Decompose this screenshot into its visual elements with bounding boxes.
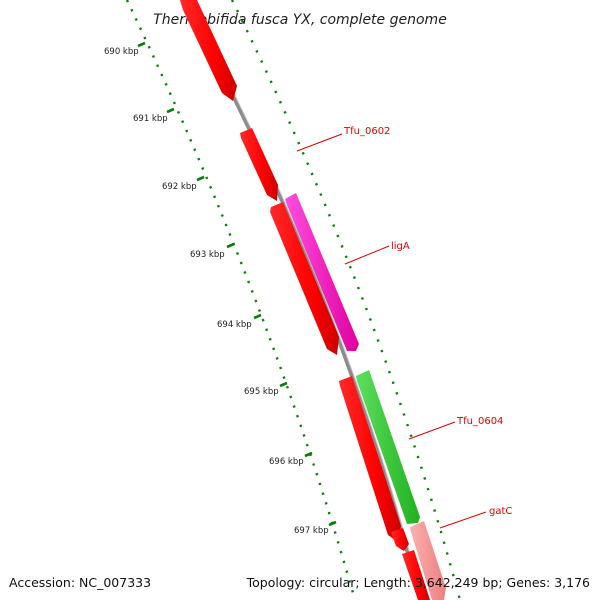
Tfu_0604-leader-line xyxy=(408,421,456,440)
Tfu_0602-leader-line xyxy=(296,133,343,152)
inner-dotted-track xyxy=(125,0,357,600)
gene-label-Tfu_0604[interactable]: Tfu_0604 xyxy=(456,416,503,427)
tick-label: 694 kbp xyxy=(217,320,252,330)
tick-mark xyxy=(137,41,146,48)
tick-mark xyxy=(166,107,175,114)
tick-mark xyxy=(304,451,313,458)
tick-label: 693 kbp xyxy=(190,250,225,260)
tick-mark xyxy=(279,381,288,388)
tick-mark xyxy=(196,175,205,182)
gene-arrow[interactable] xyxy=(402,550,430,600)
gene-arrow[interactable] xyxy=(339,376,401,542)
tick-label: 690 kbp xyxy=(104,47,139,57)
gene-label-ligA[interactable]: ligA xyxy=(391,241,410,252)
tick-mark xyxy=(253,313,262,320)
gene-label-gatC[interactable]: gatC xyxy=(489,506,512,517)
gene-arrow[interactable] xyxy=(180,0,237,101)
gatC-leader-line xyxy=(439,511,487,529)
tick-mark xyxy=(328,520,337,527)
ligA-gene-arrow[interactable] xyxy=(285,193,359,351)
gene-label-Tfu_0602[interactable]: Tfu_0602 xyxy=(343,126,390,137)
ligA-leader-line xyxy=(344,245,390,265)
outer-dotted-track xyxy=(230,0,462,600)
gatC-gene-arrow[interactable] xyxy=(410,521,446,600)
tick-mark xyxy=(226,242,235,249)
tick-label: 695 kbp xyxy=(244,387,279,397)
gene-labels: Tfu_0602 ligA Tfu_0604 gatC xyxy=(343,126,512,517)
tick-label: 691 kbp xyxy=(133,114,168,124)
accession-label: Accession: NC_007333 xyxy=(9,575,151,590)
reverse-strand-features xyxy=(180,0,430,600)
forward-strand-features xyxy=(285,193,446,600)
map-title: Thermobifida fusca YX, complete genome xyxy=(153,12,447,28)
label-leaders xyxy=(296,133,487,529)
tick-marks xyxy=(137,41,337,527)
tick-label: 692 kbp xyxy=(162,182,197,192)
tick-labels: 690 kbp 691 kbp 692 kbp 693 kbp 694 kbp … xyxy=(104,47,329,536)
genome-stats-label: Topology: circular; Length: 3,642,249 bp… xyxy=(246,575,590,590)
tick-label: 697 kbp xyxy=(294,526,329,536)
tick-label: 696 kbp xyxy=(269,457,304,467)
gene-arrow[interactable] xyxy=(270,202,339,355)
gene-arrow[interactable] xyxy=(240,128,278,201)
Tfu_0604-gene-arrow[interactable] xyxy=(356,370,420,524)
gene-arrow[interactable] xyxy=(391,528,409,551)
